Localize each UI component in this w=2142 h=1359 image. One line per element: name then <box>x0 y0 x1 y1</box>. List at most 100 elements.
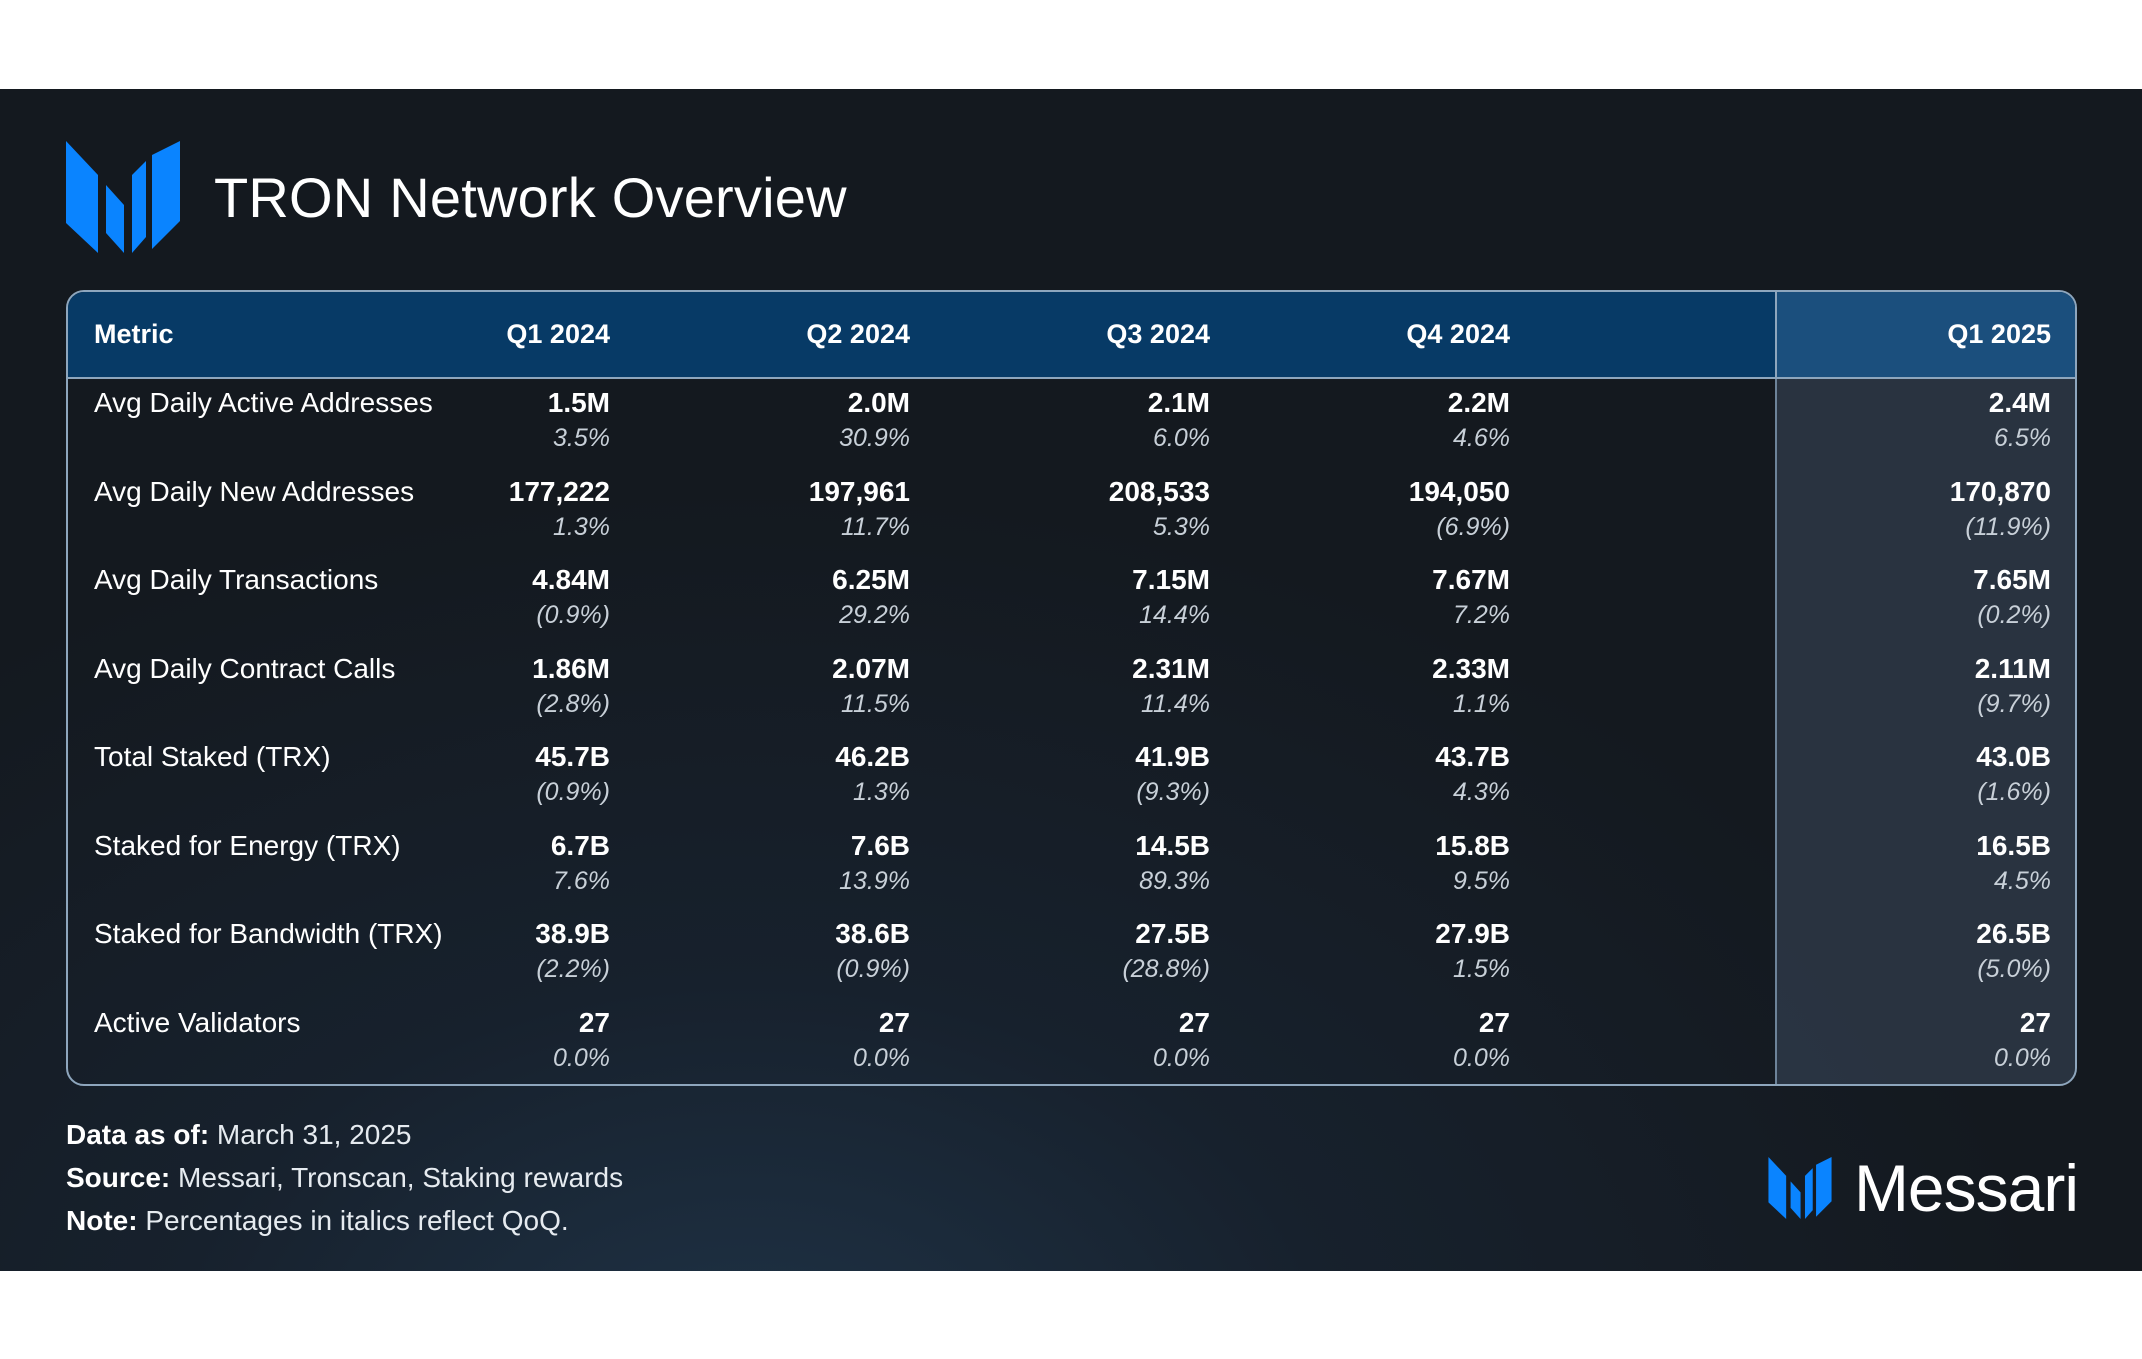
metric-cell: 177,222 1.3% <box>350 474 610 544</box>
metric-cell: 2.33M 1.1% <box>1250 651 1510 721</box>
metric-value: 2.11M <box>1974 652 2051 684</box>
qoq-change: 4.3% <box>1453 778 1510 806</box>
qoq-change: 13.9% <box>839 866 910 895</box>
table-row: Active Validators 27 0.0% 27 0.0% 27 0.0% 27 0.0… <box>68 999 2075 1085</box>
qoq-change: (9.7%) <box>1977 689 2051 718</box>
metric-value: 197,961 <box>808 475 910 507</box>
messari-brand-logo-icon <box>1768 1157 1832 1219</box>
metric-value: 27 <box>2019 1006 2051 1038</box>
metric-value: 45.7B <box>535 741 610 772</box>
qoq-change: 7.2% <box>1453 601 1510 629</box>
qoq-change: 29.2% <box>839 601 910 629</box>
footer-notes: Data as of: March 31, 2025 Source: Messa… <box>66 1113 623 1242</box>
qoq-change: (5.0%) <box>1977 955 2051 983</box>
data-as-of-value: March 31, 2025 <box>209 1119 412 1150</box>
metric-value: 177,222 <box>508 475 610 507</box>
qoq-change: (2.2%) <box>536 955 610 983</box>
note-line: Note: Percentages in italics reflect QoQ… <box>66 1199 623 1242</box>
metric-cell: 43.0B (1.6%) <box>1791 739 2051 809</box>
data-as-of-label: Data as of: <box>66 1119 210 1150</box>
metric-label: Total Staked (TRX) <box>94 741 331 772</box>
metric-value: 14.5B <box>1135 829 1210 861</box>
qoq-change: 0.0% <box>553 1043 610 1072</box>
metric-value: 27 <box>1478 1006 1510 1038</box>
qoq-change: 11.4% <box>1140 689 1210 718</box>
metric-cell: 7.6B 13.9% <box>650 828 910 898</box>
metric-cell: 27 0.0% <box>350 1005 610 1075</box>
metric-cell: 1.5M 3.5% <box>350 385 610 455</box>
qoq-change: 1.3% <box>553 512 610 541</box>
qoq-change: (6.9%) <box>1436 512 1510 541</box>
metric-cell: 2.07M 11.5% <box>650 651 910 721</box>
table-row: Total Staked (TRX) 45.7B (0.9%) 46.2B 1.3% 41… <box>68 733 2075 821</box>
metric-cell: 7.65M (0.2%) <box>1791 562 2051 632</box>
metric-cell: 16.5B 4.5% <box>1791 828 2051 898</box>
table-row: Staked for Energy (TRX) 6.7B 7.6% 7.6B 13.9%… <box>68 822 2075 910</box>
metric-value: 7.15M <box>1132 564 1210 595</box>
metric-value: 7.65M <box>1973 564 2051 595</box>
table-row: Staked for Bandwidth (TRX) 38.9B (2.2%) 38.… <box>68 910 2075 998</box>
qoq-change: (28.8%) <box>1122 955 1210 983</box>
note-label: Note: <box>66 1205 138 1236</box>
qoq-change: 9.5% <box>1453 866 1510 895</box>
page-title: TRON Network Overview <box>214 165 847 229</box>
metric-cell: 27.9B 1.5% <box>1250 916 1510 986</box>
metrics-table: Metric Q1 2024 Q2 2024 Q3 2024 Q4 2024 Q… <box>66 290 2077 1086</box>
metric-cell: 2.1M 6.0% <box>950 385 1210 455</box>
qoq-change: (9.3%) <box>1136 778 1210 806</box>
qoq-change: 1.5% <box>1453 955 1510 983</box>
qoq-change: 0.0% <box>853 1043 910 1072</box>
metric-label: Staked for Energy (TRX) <box>94 829 401 861</box>
metric-cell: 2.0M 30.9% <box>650 385 910 455</box>
qoq-change: 5.3% <box>1153 512 1210 541</box>
messari-logo-icon <box>66 141 180 253</box>
metric-value: 2.1M <box>1147 387 1210 418</box>
metric-value: 2.07M <box>832 652 910 684</box>
metric-cell: 7.67M 7.2% <box>1250 562 1510 632</box>
metric-value: 41.9B <box>1135 741 1210 772</box>
qoq-change: 0.0% <box>1453 1043 1510 1072</box>
data-as-of-line: Data as of: March 31, 2025 <box>66 1113 623 1156</box>
qoq-change: (1.6%) <box>1977 778 2051 806</box>
table-row: Avg Daily Transactions 4.84M (0.9%) 6.25M 29… <box>68 556 2075 644</box>
metric-value: 194,050 <box>1408 475 1510 507</box>
metric-label: Staked for Bandwidth (TRX) <box>94 918 443 949</box>
metric-value: 15.8B <box>1435 829 1510 861</box>
metric-cell: 14.5B 89.3% <box>950 828 1210 898</box>
qoq-change: 6.0% <box>1153 424 1210 452</box>
table-row: Avg Daily New Addresses 177,222 1.3% 197,96… <box>68 468 2075 556</box>
metric-cell: 41.9B (9.3%) <box>950 739 1210 809</box>
qoq-change: (0.2%) <box>1977 601 2051 629</box>
metric-cell: 26.5B (5.0%) <box>1791 916 2051 986</box>
metric-value: 27 <box>578 1006 610 1038</box>
qoq-change: 11.5% <box>840 689 910 718</box>
metric-value: 1.5M <box>547 387 610 418</box>
metric-value: 6.7B <box>550 829 610 861</box>
metric-cell: 27 0.0% <box>950 1005 1210 1075</box>
metric-cell: 6.25M 29.2% <box>650 562 910 632</box>
overview-panel: TRON Network Overview Metric Q1 2024 Q2 … <box>0 89 2142 1271</box>
metric-cell: 7.15M 14.4% <box>950 562 1210 632</box>
metric-value: 27.5B <box>1135 918 1210 949</box>
metric-cell: 27 0.0% <box>1791 1005 2051 1075</box>
metric-value: 27 <box>878 1006 910 1038</box>
metric-cell: 2.31M 11.4% <box>950 651 1210 721</box>
qoq-change: 0.0% <box>1153 1043 1210 1072</box>
qoq-change: 3.5% <box>553 424 610 452</box>
metric-value: 38.6B <box>835 918 910 949</box>
metric-value: 43.0B <box>1976 741 2051 772</box>
metric-cell: 43.7B 4.3% <box>1250 739 1510 809</box>
metric-value: 6.25M <box>832 564 910 595</box>
metric-value: 38.9B <box>535 918 610 949</box>
qoq-change: (11.9%) <box>1965 512 2051 541</box>
metric-cell: 170,870 (11.9%) <box>1791 474 2051 544</box>
table-header: Metric Q1 2024 Q2 2024 Q3 2024 Q4 2024 Q… <box>68 292 2075 379</box>
source-value: Messari, Tronscan, Staking rewards <box>170 1162 624 1193</box>
metric-cell: 46.2B 1.3% <box>650 739 910 809</box>
qoq-change: 11.7% <box>840 512 910 541</box>
metric-value: 7.6B <box>850 829 910 861</box>
table-row: Avg Daily Active Addresses 1.5M 3.5% 2.0M 30… <box>68 379 2075 467</box>
metric-cell: 2.11M (9.7%) <box>1791 651 2051 721</box>
metric-value: 27.9B <box>1435 918 1510 949</box>
qoq-change: 30.9% <box>839 424 910 452</box>
